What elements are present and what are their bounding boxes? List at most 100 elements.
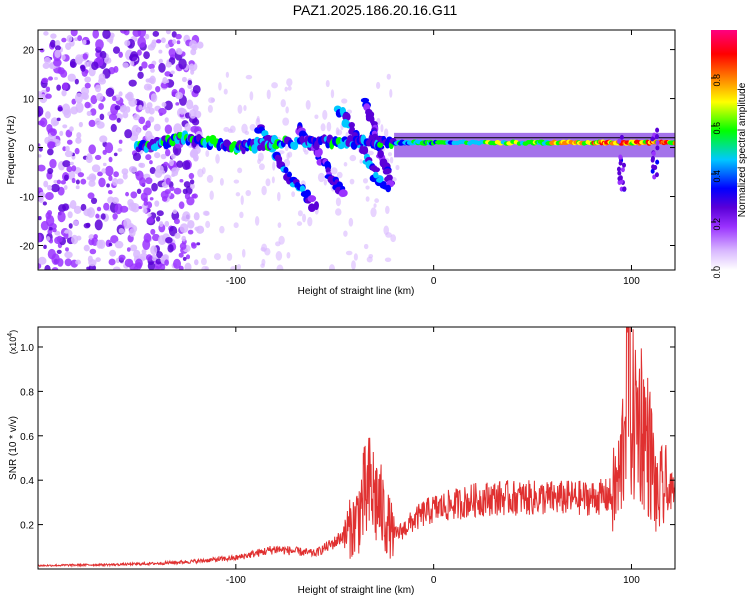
noise-blob: [84, 101, 91, 109]
faint-blob: [395, 164, 400, 171]
noise-blob: [182, 188, 188, 195]
x-tick-label: -100: [226, 276, 246, 287]
noise-blob: [171, 167, 179, 174]
noise-blob: [51, 253, 60, 265]
noise-blob: [90, 175, 97, 181]
faint-blob: [205, 220, 211, 229]
noise-blob: [54, 40, 61, 48]
snr-plot-area: [38, 327, 675, 568]
noise-blob: [104, 142, 114, 154]
faint-blob: [219, 225, 225, 234]
noise-blob: [113, 171, 119, 178]
noise-blob: [88, 259, 97, 267]
noise-blob: [196, 41, 204, 49]
noise-blob: [192, 85, 201, 94]
faint-blob: [271, 82, 278, 89]
noise-blob: [147, 213, 152, 217]
snr-multiplier: (x104): [7, 330, 18, 354]
faint-blob: [249, 91, 254, 101]
noise-blob: [61, 54, 66, 61]
noise-blob: [169, 186, 175, 192]
noise-blob: [57, 211, 66, 223]
noise-blob: [165, 236, 173, 244]
noise-blob: [73, 205, 82, 214]
faint-blob: [370, 207, 377, 218]
disturbance-blob: [617, 170, 622, 176]
noise-blob: [84, 61, 89, 68]
noise-blob: [128, 79, 137, 87]
noise-blob: [77, 35, 83, 42]
branch-blob: [314, 148, 322, 158]
faint-blob: [241, 248, 246, 258]
noise-blob: [137, 36, 147, 48]
noise-blob: [147, 77, 155, 84]
noise-blob: [73, 37, 79, 41]
noise-blob: [129, 54, 138, 62]
faint-blob: [296, 221, 303, 226]
noise-blob: [64, 150, 73, 158]
noise-blob: [170, 70, 175, 75]
spectrogram-y-label: Frequency (Hz): [6, 116, 17, 185]
noise-blob: [49, 158, 57, 169]
noise-blob: [45, 192, 54, 201]
noise-blob: [169, 73, 173, 78]
noise-blob: [111, 95, 117, 102]
faint-blob: [205, 150, 210, 158]
noise-blob: [94, 84, 102, 93]
noise-blob: [154, 152, 161, 159]
snr-frame: [37, 326, 676, 570]
noise-blob: [178, 252, 184, 258]
noise-blob: [94, 219, 103, 231]
noise-blob: [45, 86, 51, 93]
noise-blob: [89, 248, 97, 255]
noise-blob: [71, 98, 77, 105]
faint-blob: [297, 210, 303, 217]
faint-blob: [275, 251, 283, 261]
noise-blob: [45, 215, 55, 227]
noise-blob: [164, 259, 169, 266]
noise-blob: [106, 183, 110, 188]
noise-blob: [143, 200, 148, 206]
faint-blob: [266, 89, 271, 100]
disturbance-blob: [651, 151, 656, 157]
faint-blob: [322, 109, 328, 120]
noise-blob: [38, 154, 42, 158]
noise-blob: [155, 216, 161, 222]
faint-blob: [257, 158, 261, 165]
noise-blob: [85, 39, 91, 45]
noise-blob: [41, 77, 49, 84]
noise-blob: [102, 30, 111, 40]
noise-blob: [125, 191, 130, 197]
noise-blob: [192, 193, 198, 199]
faint-blob: [230, 266, 237, 270]
noise-blob: [171, 173, 175, 177]
noise-blob: [39, 117, 48, 128]
faint-blob: [219, 178, 224, 186]
x-tick-label: 100: [623, 575, 640, 586]
faint-blob: [353, 253, 358, 261]
faint-blob: [277, 222, 282, 229]
noise-blob: [56, 84, 62, 91]
noise-blob: [75, 56, 83, 65]
x-tick-label: 0: [431, 276, 437, 287]
noise-blob: [179, 242, 187, 250]
spectrogram-x-label: Height of straight line (km): [298, 286, 415, 297]
disturbance-blob: [655, 145, 660, 151]
faint-blob: [208, 97, 215, 104]
noise-blob: [122, 172, 128, 180]
faint-blob: [215, 154, 220, 164]
faint-blob: [384, 128, 389, 138]
noise-blob: [87, 192, 95, 199]
faint-blob: [384, 257, 392, 262]
faint-blob: [202, 210, 210, 216]
y-tick-label: 0: [28, 144, 34, 155]
noise-blob: [91, 61, 99, 71]
noise-blob: [62, 124, 68, 129]
noise-blob: [190, 183, 195, 190]
noise-blob: [64, 258, 72, 267]
noise-blob: [67, 211, 73, 219]
noise-blob: [143, 197, 148, 203]
noise-blob: [161, 37, 166, 44]
noise-blob: [56, 235, 63, 243]
noise-blob: [120, 104, 127, 113]
